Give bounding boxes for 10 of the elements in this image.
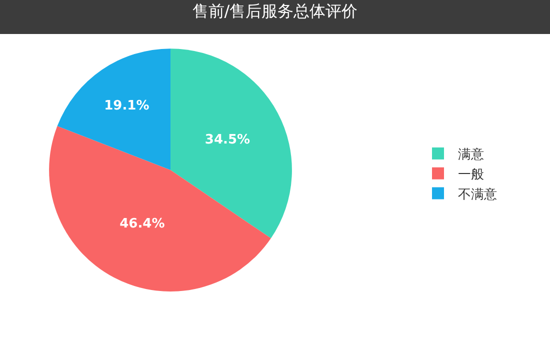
legend-label: 一般 <box>458 167 484 182</box>
pie-slice <box>170 48 292 238</box>
pie-slice <box>49 126 271 292</box>
legend-label: 不满意 <box>458 187 497 202</box>
data-label: 46.4% <box>120 216 165 232</box>
data-label: 19.1% <box>104 98 150 114</box>
data-label: 34.5% <box>204 132 250 148</box>
pie-slice <box>57 48 170 170</box>
chart-title: 售前/售后服务总体评价 <box>192 1 358 20</box>
legend-label: 满意 <box>458 148 484 163</box>
